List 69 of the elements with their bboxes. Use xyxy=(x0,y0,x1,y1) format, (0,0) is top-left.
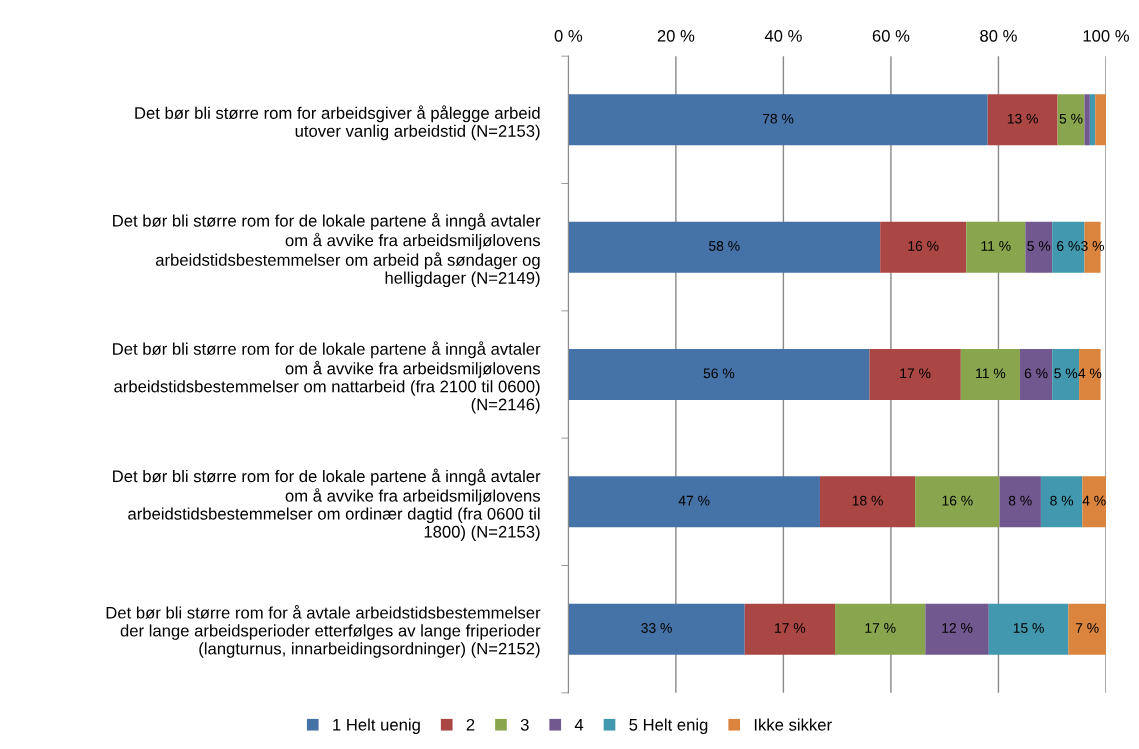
data-label: 12 % xyxy=(942,623,973,633)
bar xyxy=(1052,349,1080,400)
bar xyxy=(987,94,1058,146)
bar xyxy=(1025,221,1053,273)
legend-label: 1 Helt uenig xyxy=(333,718,420,734)
x-tick-label: 0 % xyxy=(554,29,583,42)
legend-label: 5 Helt enig xyxy=(629,718,708,734)
data-label: 58 % xyxy=(708,241,740,251)
y-tick-label: Det bør bli større rom for å avtale arbeidstidsbestemmelser der lange arbeidsperioder etterfølges av lange friperioder (langturnus, innarbeidingsordninger) (N=2152) xyxy=(106,605,541,658)
data-label: 13 % xyxy=(1007,113,1038,124)
bar xyxy=(1095,94,1106,146)
bar xyxy=(568,603,745,655)
bar xyxy=(568,221,881,273)
y-tick-label: Det bør bli større rom for de lokale partene å inngå avtaler om å avvike fra arbeidsmiljølovens arbeidstidsbestemmelser om arbeid på søndager og helligdager (N=2149) xyxy=(113,213,541,288)
y-tick-label: Det bør bli større rom for de lokale partene å inngå avtaler om å avvike fra arbeidsmiljølovens arbeidstidsbestemmelser om nattarbeid (fra 2100 til 0600) (N=2146) xyxy=(113,341,541,414)
legend-label: 4 xyxy=(574,719,584,731)
data-label: 47 % xyxy=(678,495,710,506)
bar xyxy=(1057,94,1085,146)
bar xyxy=(744,603,836,655)
data-label: 11 % xyxy=(981,241,1011,251)
data-label: 56 % xyxy=(703,368,735,379)
bar xyxy=(1040,476,1083,528)
data-label: 17 % xyxy=(865,623,896,633)
bar xyxy=(988,603,1069,655)
bar xyxy=(999,476,1041,528)
bar xyxy=(568,349,870,400)
data-label: 33 % xyxy=(641,623,672,633)
bar xyxy=(869,349,961,400)
data-label: 4 % xyxy=(1082,495,1106,506)
x-tick-label: 20 % xyxy=(657,29,695,42)
bar xyxy=(568,476,820,528)
bar xyxy=(960,349,1020,400)
legend-label: 2 xyxy=(466,718,475,731)
x-tick-label: 80 % xyxy=(980,29,1017,42)
x-tick-label: 60 % xyxy=(872,29,910,42)
legend-label: 3 xyxy=(520,718,529,731)
data-label: 11 % xyxy=(976,368,1006,379)
bar xyxy=(1019,349,1053,400)
data-label: 16 % xyxy=(908,241,939,251)
x-tick-label: 40 % xyxy=(764,29,802,42)
bar xyxy=(1084,94,1090,146)
bar xyxy=(915,476,1000,528)
data-label: 5 % xyxy=(1059,113,1083,124)
data-label: 17 % xyxy=(900,368,931,379)
y-tick-label: Det bør bli større rom for arbeidsgiver å pålegge arbeid utover vanlig arbeidstid (N=2153) xyxy=(135,105,540,141)
data-label: 8 % xyxy=(1008,495,1032,506)
bar xyxy=(880,221,967,273)
y-tick-label: Det bør bli større rom for de lokale partene å inngå avtaler om å avvike fra arbeidsmiljølovens arbeidstidsbestemmelser om ordinær dagtid (fra 0600 til 1800) (N=2153) xyxy=(113,468,541,541)
data-label: 15 % xyxy=(1013,623,1044,633)
bar xyxy=(1089,94,1096,146)
data-label: 6 % xyxy=(1057,241,1080,251)
bar xyxy=(1082,476,1106,528)
bar xyxy=(568,94,988,146)
legend-label: Ikke sikker xyxy=(754,718,832,731)
data-label: 8 % xyxy=(1050,495,1074,506)
data-label: 6 % xyxy=(1024,368,1048,379)
data-label: 5 % xyxy=(1027,241,1051,251)
data-label: 18 % xyxy=(852,495,883,506)
bar xyxy=(966,221,1026,273)
data-label: 78 % xyxy=(762,113,794,124)
x-tick-label: 100 % xyxy=(1083,29,1130,42)
bar xyxy=(925,603,989,655)
bar xyxy=(1068,603,1106,655)
data-label: 5 % xyxy=(1054,368,1078,379)
bar xyxy=(835,603,926,655)
data-label: 7 % xyxy=(1075,623,1099,633)
data-label: 16 % xyxy=(942,495,973,506)
bar xyxy=(819,476,916,528)
data-label: 17 % xyxy=(775,623,806,633)
